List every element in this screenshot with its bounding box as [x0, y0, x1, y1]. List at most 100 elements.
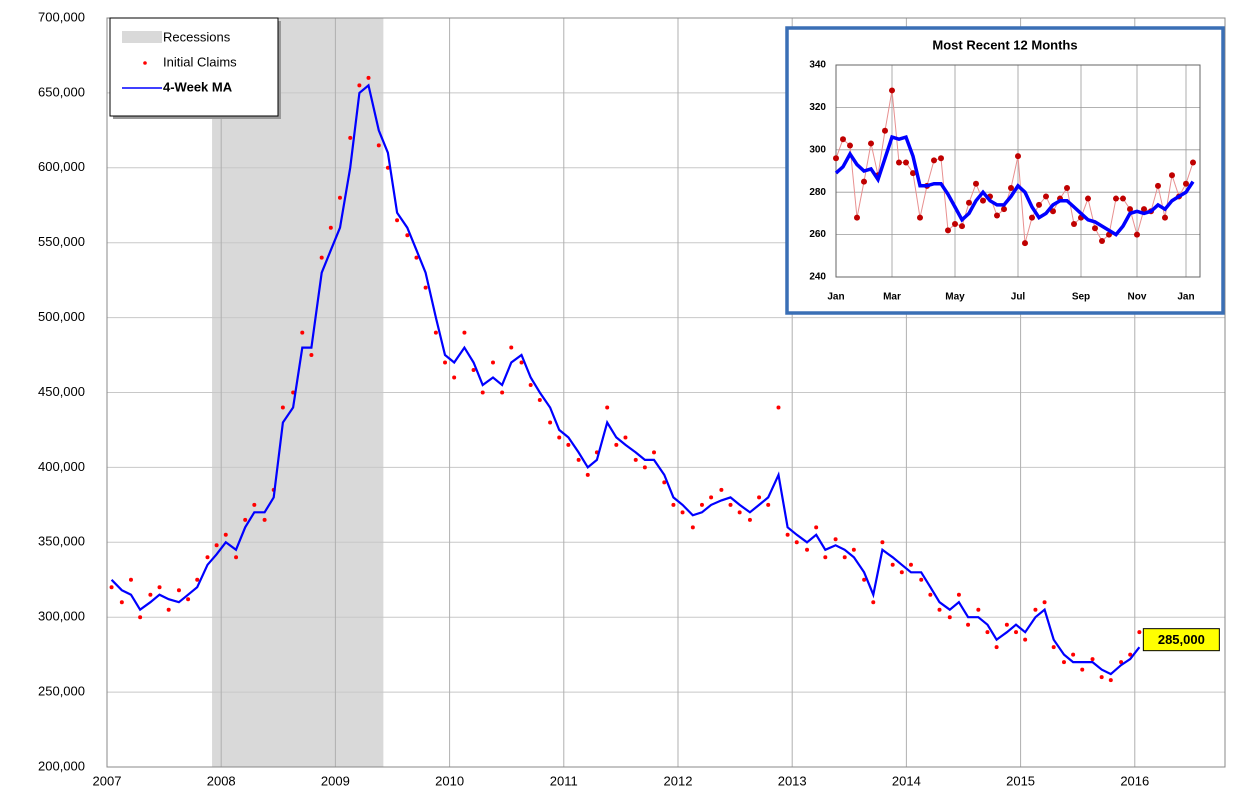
claims-dot — [128, 577, 133, 582]
claims-dot — [471, 368, 476, 373]
claims-dot — [662, 480, 667, 485]
claims-dot — [1128, 652, 1133, 657]
claims-dot — [337, 195, 342, 200]
y-tick-label: 600,000 — [38, 159, 85, 174]
inset-claims-dot — [1141, 206, 1147, 213]
claims-dot — [757, 495, 762, 500]
claims-dot — [500, 390, 505, 395]
claims-dot — [862, 577, 867, 582]
claims-dot — [814, 525, 819, 530]
claims-dot — [195, 577, 200, 582]
claims-dot — [243, 517, 248, 522]
claims-dot — [443, 360, 448, 365]
y-tick-label: 500,000 — [38, 309, 85, 324]
claims-dot — [908, 562, 913, 567]
x-tick-label: Jan — [827, 292, 844, 303]
claims-dot — [548, 420, 553, 425]
inset-title: Most Recent 12 Months — [932, 37, 1077, 52]
claims-dot — [528, 383, 533, 388]
y-tick-label: 300 — [809, 144, 826, 155]
claims-dot — [319, 255, 324, 260]
y-tick-label: 700,000 — [38, 9, 85, 24]
x-tick-label: Nov — [1128, 292, 1147, 303]
claims-dot — [851, 547, 856, 552]
claims-dot — [994, 645, 999, 650]
claims-dot — [719, 487, 724, 492]
inset-claims-dot — [1127, 206, 1133, 213]
inset-claims-dot — [966, 199, 972, 206]
claims-dot — [880, 540, 885, 545]
x-tick-label: 2016 — [1120, 773, 1149, 788]
claims-dot — [205, 555, 210, 560]
inset-claims-dot — [1029, 214, 1035, 221]
claims-dot — [966, 622, 971, 627]
claims-dot — [1023, 637, 1028, 642]
inset-claims-dot — [1071, 221, 1077, 227]
claims-dot — [366, 75, 371, 80]
claims-dot — [823, 555, 828, 560]
y-tick-label: 650,000 — [38, 84, 85, 99]
claims-dot — [480, 390, 485, 395]
inset-claims-dot — [882, 127, 888, 134]
claims-dot — [557, 435, 562, 440]
inset-claims-dot — [840, 136, 846, 143]
claims-dot — [576, 457, 581, 462]
claims-dot — [1137, 630, 1142, 635]
y-tick-label: 260 — [809, 229, 826, 240]
claims-dot — [157, 585, 162, 590]
inset-claims-dot — [973, 180, 979, 187]
claims-dot — [1080, 667, 1085, 672]
claims-dot — [280, 405, 285, 410]
inset-claims-dot — [1050, 208, 1056, 215]
x-tick-label: May — [945, 292, 965, 303]
plot-border — [106, 17, 1226, 768]
legend-swatch — [143, 61, 147, 65]
claims-dot — [1033, 607, 1038, 612]
claims-dot — [138, 615, 143, 620]
claims-dot — [405, 233, 410, 238]
claims-dot — [414, 255, 419, 260]
claims-dot — [490, 360, 495, 365]
x-tick-label: 2008 — [207, 773, 236, 788]
annotation-box — [1142, 628, 1220, 652]
claims-dot — [842, 555, 847, 560]
claims-dot — [1014, 630, 1019, 635]
inset-claims-dot — [945, 227, 951, 234]
inset-claims-dot — [917, 214, 923, 221]
x-tick-label: 2011 — [550, 773, 578, 788]
y-tick-label: 280 — [809, 187, 826, 198]
x-tick-label: Jul — [1011, 292, 1026, 303]
claims-dot — [652, 450, 657, 455]
x-tick-label: 2013 — [778, 773, 807, 788]
claims-dot — [1108, 678, 1113, 683]
claims-dot — [976, 607, 981, 612]
claims-dot — [805, 547, 810, 552]
x-tick-label: Mar — [883, 292, 901, 303]
claims-dot — [1090, 657, 1095, 662]
inset-claims-dot — [952, 221, 958, 227]
claims-dot — [633, 457, 638, 462]
claims-dot — [328, 225, 333, 230]
claims-dot — [462, 330, 467, 335]
claims-dot — [519, 360, 524, 365]
y-tick-label: 400,000 — [38, 459, 85, 474]
inset-claims-dot — [1064, 184, 1070, 191]
legend: Recessions Initial Claims 4-Week MA — [109, 17, 281, 119]
claims-dot — [566, 442, 571, 447]
legend-swatch — [122, 31, 162, 43]
x-tick-label: 2012 — [664, 773, 693, 788]
inset-claims-dot — [861, 178, 867, 185]
claims-dot — [148, 592, 153, 597]
inset-claims-dot — [1099, 237, 1105, 244]
legend-label: Initial Claims — [163, 54, 237, 69]
claims-dot — [671, 502, 676, 507]
claims-dot — [956, 592, 961, 597]
x-tick-label: 2010 — [435, 773, 464, 788]
claims-dot — [1099, 675, 1104, 680]
y-tick-label: 550,000 — [38, 234, 85, 249]
claims-dot — [1051, 645, 1056, 650]
claims-dot — [119, 600, 124, 605]
claims-dot — [537, 397, 542, 402]
